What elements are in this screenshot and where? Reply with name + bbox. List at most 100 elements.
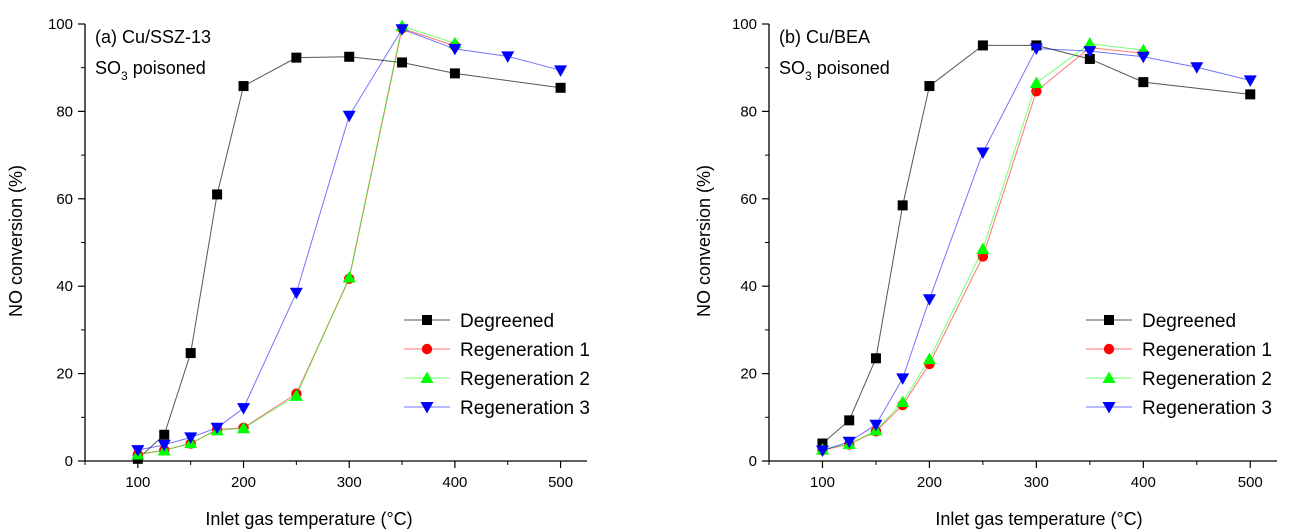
marker-triangle-down <box>1029 43 1043 55</box>
y-tick-label: 0 <box>65 453 73 470</box>
x-tick-label: 300 <box>1024 474 1049 491</box>
series-line <box>822 47 1251 451</box>
legend-label: Regeneration 1 <box>460 340 590 361</box>
marker-triangle-down <box>184 432 198 444</box>
marker-triangle-down <box>554 65 568 77</box>
marker-triangle-down <box>342 110 356 123</box>
marker-square <box>238 81 249 92</box>
marker-square <box>159 429 170 440</box>
legend-label: Regeneration 2 <box>460 369 590 390</box>
legend-label: Regeneration 3 <box>460 398 590 419</box>
y-tick-label: 40 <box>740 278 757 295</box>
legend-item: Regeneration 1 <box>404 340 590 361</box>
x-tick-label: 200 <box>917 474 942 491</box>
legend-label: Degreened <box>1142 311 1236 332</box>
marker-square <box>344 51 355 62</box>
series-degreened <box>817 40 1256 449</box>
y-tick-label: 20 <box>740 366 757 383</box>
y-tick-label: 20 <box>56 366 73 383</box>
y-axis-label: NO conversion (%) <box>694 165 714 317</box>
marker-triangle-up <box>237 421 251 434</box>
x-tick-label: 100 <box>810 474 835 491</box>
marker-square <box>449 68 460 79</box>
x-tick-label: 500 <box>1238 474 1263 491</box>
x-tick-label: 400 <box>1131 474 1156 491</box>
legend-label: Regeneration 3 <box>1142 398 1272 419</box>
legend-item: Regeneration 1 <box>1086 340 1272 361</box>
y-tick-label: 80 <box>740 103 757 120</box>
marker-triangle-down <box>1102 402 1116 414</box>
marker-triangle-down <box>1243 75 1257 87</box>
marker-triangle-down <box>395 24 409 36</box>
x-tick-label: 200 <box>231 474 256 491</box>
y-tick-label: 60 <box>740 191 757 208</box>
panel-title: (a) Cu/SSZ-13 <box>95 27 211 47</box>
marker-triangle-down <box>1190 62 1204 74</box>
series-line <box>137 56 561 460</box>
marker-circle <box>1103 343 1115 355</box>
marker-square <box>870 353 881 364</box>
x-axis-label: Inlet gas temperature (°C) <box>935 509 1142 529</box>
x-tick-label: 400 <box>442 474 467 491</box>
legend-label: Degreened <box>460 311 554 332</box>
marker-triangle-up <box>976 242 990 255</box>
marker-triangle-down <box>289 287 303 300</box>
y-tick-label: 40 <box>56 278 73 295</box>
marker-triangle-down <box>976 147 990 159</box>
marker-square <box>291 52 302 63</box>
marker-triangle-up <box>342 270 356 283</box>
y-tick-label: 80 <box>56 103 73 120</box>
legend: Degreened Regeneration 1 Regeneration 2 Reg… <box>404 311 590 419</box>
marker-triangle-down <box>815 445 829 458</box>
chart-panel-a: NO conversion (%) Inlet gas temperature … <box>6 16 590 529</box>
panel-title: (b) Cu/BEA <box>779 27 870 47</box>
x-tick-label: 100 <box>125 474 150 491</box>
marker-square <box>1245 89 1256 100</box>
series-line <box>822 44 1251 444</box>
marker-square <box>397 57 408 68</box>
x-axis-label: Inlet gas temperature (°C) <box>205 509 412 529</box>
marker-triangle-up <box>1083 37 1097 49</box>
legend-item: Regeneration 2 <box>1086 369 1272 390</box>
marker-triangle-up <box>922 352 936 365</box>
marker-square <box>555 82 566 93</box>
marker-triangle-down <box>501 51 515 63</box>
marker-triangle-down <box>131 445 145 457</box>
series-regeneration-3 <box>815 43 1257 458</box>
y-tick-label: 60 <box>56 191 73 208</box>
marker-square <box>844 415 855 426</box>
marker-triangle-down <box>896 373 910 385</box>
legend: Degreened Regeneration 1 Regeneration 2 Reg… <box>1086 311 1272 419</box>
panel-subtitle: SO3 poisoned <box>95 58 206 83</box>
legend-item: Regeneration 3 <box>404 398 590 419</box>
marker-square <box>897 200 908 211</box>
marker-triangle-down <box>1083 46 1097 58</box>
marker-triangle-down <box>842 436 856 449</box>
marker-square <box>185 348 196 359</box>
panel-subtitle: SO3 poisoned <box>779 58 890 83</box>
legend-item: Regeneration 2 <box>404 369 590 390</box>
y-axis-label: NO conversion (%) <box>6 165 26 317</box>
marker-square <box>1104 315 1114 325</box>
marker-triangle-up <box>896 395 910 408</box>
legend-item: Degreened <box>1086 311 1236 332</box>
legend-item: Degreened <box>404 311 554 332</box>
marker-circle <box>1031 86 1042 97</box>
marker-square <box>1138 77 1149 88</box>
marker-triangle-down <box>869 419 883 432</box>
y-tick-label: 100 <box>48 16 73 33</box>
x-tick-label: 300 <box>337 474 362 491</box>
marker-triangle-down <box>157 439 171 452</box>
marker-triangle-up <box>420 371 434 383</box>
marker-triangle-down <box>237 403 251 415</box>
marker-triangle-down <box>420 402 434 414</box>
marker-triangle-down <box>1136 51 1150 64</box>
legend-label: Regeneration 2 <box>1142 369 1272 390</box>
marker-square <box>977 40 988 51</box>
marker-circle <box>421 343 433 355</box>
marker-triangle-up <box>1029 76 1043 88</box>
x-tick-label: 500 <box>548 474 573 491</box>
y-tick-label: 0 <box>749 453 757 470</box>
marker-square <box>422 315 432 325</box>
legend-item: Regeneration 3 <box>1086 398 1272 419</box>
